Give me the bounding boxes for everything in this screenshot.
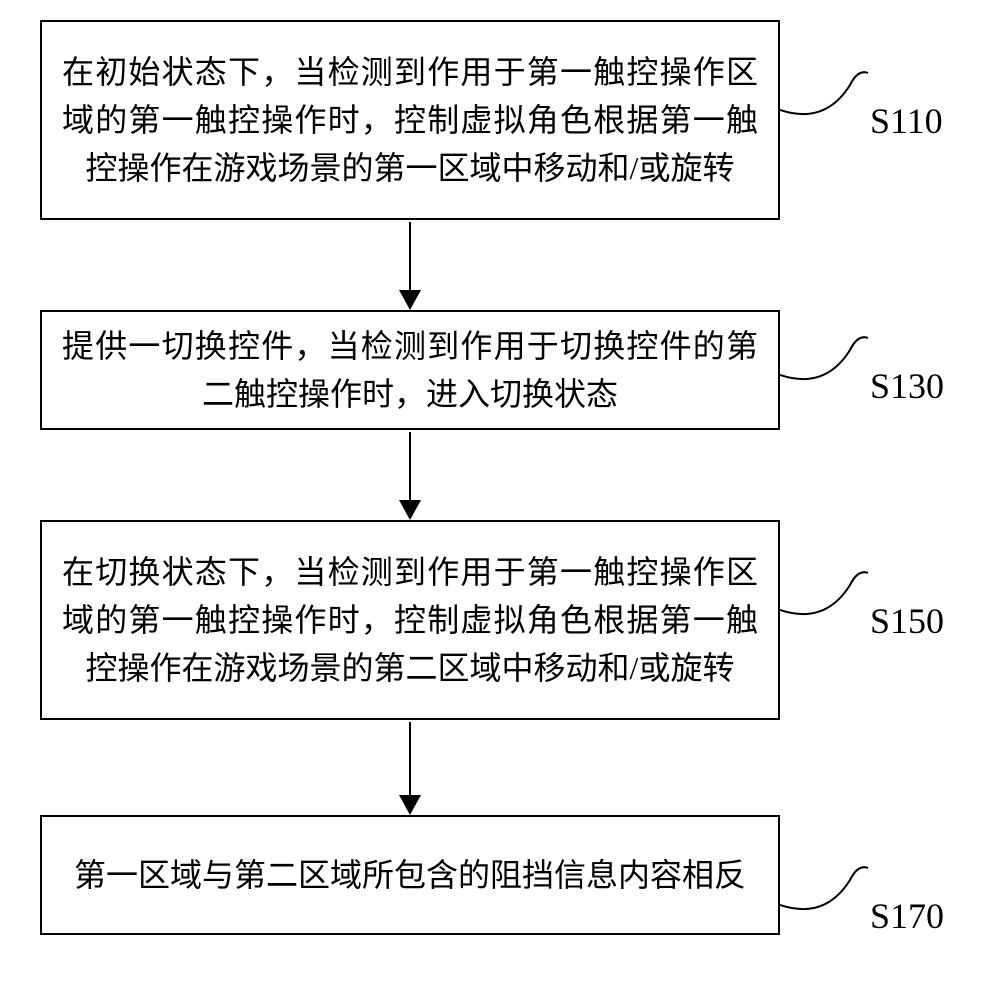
flowchart-canvas: 在初始状态下，当检测到作用于第一触控操作区域的第一触控操作时，控制虚拟角色根据第… — [0, 0, 993, 1000]
arrow-head — [399, 795, 421, 815]
step-text: 第一区域与第二区域所包含的阻挡信息内容相反 — [74, 851, 746, 899]
step-box-s170: 第一区域与第二区域所包含的阻挡信息内容相反 — [40, 815, 780, 935]
arrow-line — [409, 222, 411, 290]
step-text: 在初始状态下，当检测到作用于第一触控操作区域的第一触控操作时，控制虚拟角色根据第… — [62, 48, 758, 192]
connector-s110 — [780, 55, 870, 125]
arrow-head — [399, 290, 421, 310]
arrow-line — [409, 432, 411, 500]
step-text: 提供一切换控件，当检测到作用于切换控件的第二触控操作时，进入切换状态 — [62, 322, 758, 418]
arrow-head — [399, 500, 421, 520]
step-text: 在切换状态下，当检测到作用于第一触控操作区域的第一触控操作时，控制虚拟角色根据第… — [62, 548, 758, 692]
connector-s170 — [780, 850, 870, 920]
step-label-s170: S170 — [870, 895, 944, 937]
step-label-s110: S110 — [870, 100, 943, 142]
arrow-line — [409, 722, 411, 795]
step-box-s110: 在初始状态下，当检测到作用于第一触控操作区域的第一触控操作时，控制虚拟角色根据第… — [40, 20, 780, 220]
connector-s150 — [780, 555, 870, 625]
step-label-s150: S150 — [870, 600, 944, 642]
step-box-s130: 提供一切换控件，当检测到作用于切换控件的第二触控操作时，进入切换状态 — [40, 310, 780, 430]
connector-s130 — [780, 320, 870, 390]
step-label-s130: S130 — [870, 365, 944, 407]
step-box-s150: 在切换状态下，当检测到作用于第一触控操作区域的第一触控操作时，控制虚拟角色根据第… — [40, 520, 780, 720]
